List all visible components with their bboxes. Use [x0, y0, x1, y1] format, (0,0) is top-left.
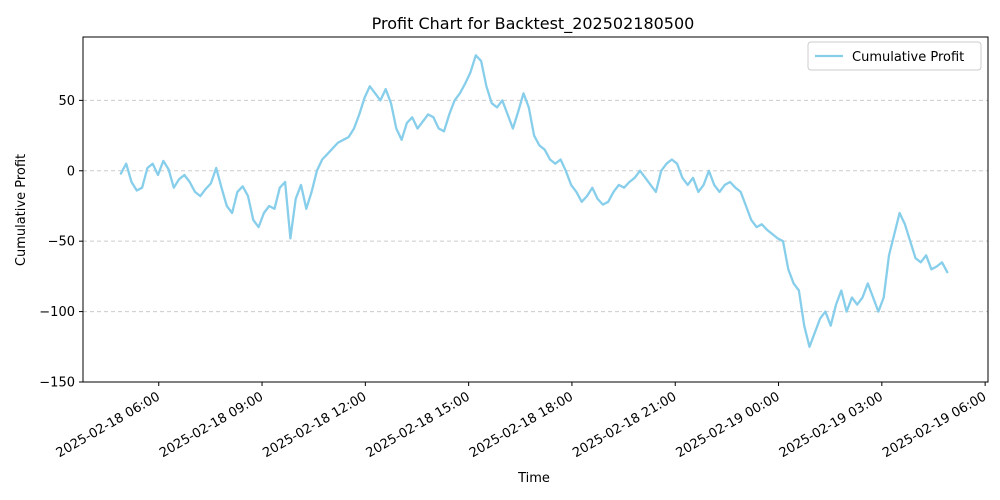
- grid-lines: [83, 99, 988, 313]
- x-tick-label: 2025-02-18 12:00: [260, 389, 369, 461]
- x-tick-label: 2025-02-18 09:00: [157, 389, 266, 461]
- legend-label: Cumulative Profit: [852, 50, 964, 65]
- x-axis-title: Time: [517, 471, 550, 486]
- legend: Cumulative Profit: [807, 41, 982, 71]
- x-tick-label: 2025-02-19 00:00: [674, 389, 783, 461]
- plot-frame: [82, 36, 989, 383]
- chart-title: Profit Chart for Backtest_202502180500: [372, 14, 695, 34]
- x-tick-label: 2025-02-18 15:00: [364, 389, 473, 461]
- y-tick-label: −50: [48, 235, 75, 250]
- x-tick-label: 2025-02-19 06:00: [880, 389, 989, 461]
- y-tick-label: −150: [39, 376, 75, 391]
- y-tick-label: −100: [39, 305, 75, 320]
- legend-box: [807, 41, 982, 71]
- x-tick-label: 2025-02-18 06:00: [54, 389, 163, 461]
- y-axis-title: Cumulative Profit: [14, 154, 29, 266]
- x-tick-label: 2025-02-19 03:00: [777, 389, 886, 461]
- x-tick-label: 2025-02-18 21:00: [570, 389, 679, 461]
- cumulative-profit-line: [119, 54, 949, 348]
- y-tick-label: 50: [58, 94, 75, 109]
- x-tick-label: 2025-02-18 18:00: [467, 389, 576, 461]
- y-axis: −150 −100 −50 0 50: [39, 94, 83, 391]
- y-tick-label: 0: [67, 164, 75, 179]
